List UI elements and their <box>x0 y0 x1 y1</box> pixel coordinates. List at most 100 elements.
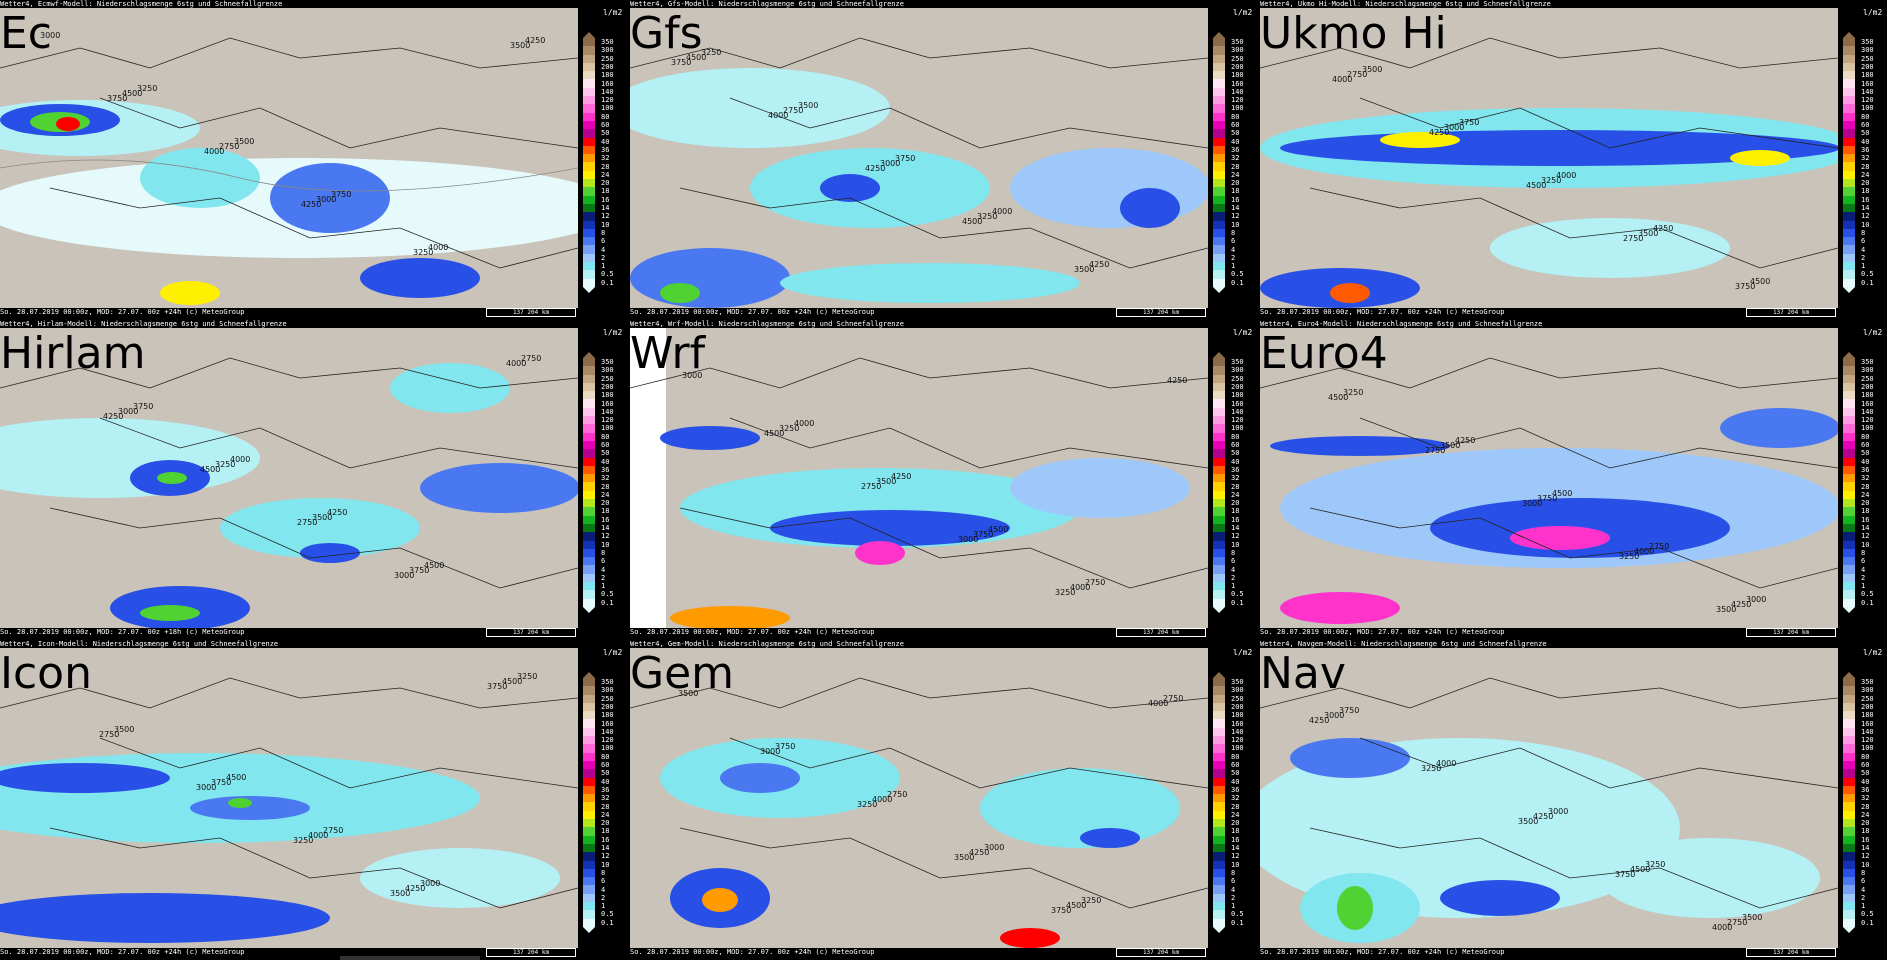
legend-label: 200 <box>601 382 614 391</box>
model-title: Wrf <box>630 328 706 379</box>
legend-swatch <box>1843 120 1855 130</box>
legend-label: 8 <box>1861 548 1866 557</box>
legend-swatch <box>583 711 595 720</box>
contour-label: 3000 <box>984 843 1004 852</box>
contour-label: 4250 <box>103 412 123 421</box>
legend-label: 160 <box>601 719 614 728</box>
legend-swatch <box>1213 507 1225 516</box>
legend-label: 28 <box>601 162 610 171</box>
legend-label: 6 <box>1861 877 1866 886</box>
legend-label: 100 <box>1231 424 1244 433</box>
map-graphic: 2750 3000 3250 3500 3750 4000 4250 4500 2750 3000… <box>630 648 1208 948</box>
contour-label: 3750 <box>409 566 429 575</box>
legend-swatch <box>1213 819 1225 828</box>
legend-label: 10 <box>1861 540 1870 549</box>
legend-label: 2 <box>1231 893 1236 902</box>
contour-label: 4500 <box>502 677 522 686</box>
legend-swatch <box>583 440 595 450</box>
legend-swatch <box>1213 843 1225 853</box>
contour-label: 4000 <box>1332 75 1352 84</box>
precip-map[interactable]: 3500 3750 4000 4250 4500 2750 3000 3250 3500 3750… <box>1260 8 1838 308</box>
precip-map[interactable]: 4250 4500 2750 3000 3250 3500 3750 4000 4250 4500… <box>1260 328 1838 628</box>
precip-map[interactable]: 4000 4250 4500 2750 3000 3250 3500 3750 4000 4250… <box>630 328 1208 628</box>
legend-label: 12 <box>1861 532 1870 541</box>
legend-swatch <box>1843 474 1855 483</box>
legend-swatch <box>1843 769 1855 778</box>
contour-label: 3750 <box>895 154 915 163</box>
legend-swatch <box>1843 203 1855 213</box>
legend-swatch <box>583 744 595 753</box>
contour-label: 4500 <box>1630 865 1650 874</box>
legend-label: 28 <box>1861 482 1870 491</box>
legend-unit: l/m2 <box>603 8 623 17</box>
map-graphic: 3250 3500 3750 4000 4250 4500 2750 3000 3250 3500… <box>630 8 1208 308</box>
precip-map[interactable]: 3250 3500 3750 4000 4250 4500 2750 3000 3250 3500… <box>630 8 1208 308</box>
legend-label: 6 <box>1231 877 1236 886</box>
legend-label: 4 <box>1231 565 1236 574</box>
legend-top-arrow <box>1213 32 1225 38</box>
precip-map[interactable]: 3000 3250 3500 3750 4000 4250 4500 2750 3000 3250… <box>1260 648 1838 948</box>
contour-label: 3500 <box>390 889 410 898</box>
legend-unit: l/m2 <box>603 328 623 337</box>
legend-swatch <box>1213 38 1225 47</box>
model-title: Ec <box>0 8 52 59</box>
legend-swatch <box>1843 582 1855 591</box>
legend-swatch <box>1843 374 1855 383</box>
contour-label: 3750 <box>487 682 507 691</box>
scale-bar: 137 204 km <box>1116 628 1206 637</box>
legend-swatch <box>1213 62 1225 72</box>
legend-label: 80 <box>1861 432 1870 441</box>
contour-label: 4250 <box>1533 812 1553 821</box>
legend-swatch <box>1843 860 1855 869</box>
contour-label: 4500 <box>1552 489 1572 498</box>
panel-footer: So. 28.07.2019 00:00z, MOD: 27.07. 00z +… <box>1260 308 1505 316</box>
contour-label: 4000 <box>1070 583 1090 592</box>
legend-label: 160 <box>1861 79 1874 88</box>
legend-swatch <box>1843 910 1855 919</box>
contour-label: 3750 <box>1537 494 1557 503</box>
legend-swatch <box>1213 852 1225 861</box>
legend-swatch <box>583 457 595 466</box>
contour-label: 2750 <box>297 518 317 527</box>
precip-map[interactable]: 3750 4000 4250 4500 2750 3000 3250 3500 3750 4000… <box>0 328 578 628</box>
legend-swatch <box>1843 736 1855 745</box>
legend-label: 16 <box>1231 195 1240 204</box>
contour-label: 2750 <box>219 142 239 151</box>
legend-swatch <box>583 237 595 246</box>
legend-label: 60 <box>1861 761 1870 769</box>
scrollbar[interactable] <box>340 956 480 960</box>
legend-swatch <box>1843 424 1855 433</box>
legend-label: 0.1 <box>601 598 614 607</box>
contour-label: 4250 <box>525 36 545 45</box>
legend-label: 20 <box>1231 819 1240 828</box>
legend-label: 24 <box>1231 810 1240 819</box>
legend-swatch <box>583 548 595 558</box>
legend-label: 10 <box>1231 540 1240 549</box>
legend-bar <box>1843 32 1859 293</box>
map-graphic: 3000 3250 3500 3750 4000 4250 4500 2750 3000 3250… <box>0 8 578 308</box>
precip-map[interactable]: 3000 3250 3500 3750 4000 4250 4500 2750 3000 3250… <box>0 8 578 308</box>
legend-label: 6 <box>1231 237 1236 246</box>
model-panel-gem: Wetter4, Gem-Modell: Niederschlagsmenge … <box>630 640 1258 960</box>
legend-swatch <box>1213 187 1225 196</box>
contour-label: 3500 <box>1074 265 1094 274</box>
contour-label: 2750 <box>323 826 343 835</box>
legend-swatch <box>1843 507 1855 516</box>
legend-label: 50 <box>1861 129 1870 138</box>
legend-swatch <box>583 902 595 911</box>
legend-label: 350 <box>1231 38 1244 46</box>
precip-map[interactable]: 2750 3000 3250 3500 3750 4000 4250 4500 2750 3000… <box>630 648 1208 948</box>
contour-label: 3750 <box>1735 282 1755 291</box>
panel-footer: So. 28.07.2019 00:00z, MOD: 27.07. 00z +… <box>0 948 245 956</box>
legend-swatch <box>583 777 595 786</box>
legend-swatch <box>1213 262 1225 271</box>
legend-swatch <box>1843 104 1855 113</box>
legend-label: 250 <box>1861 694 1874 703</box>
contour-label: 4000 <box>230 455 250 464</box>
precip-map[interactable]: 4500 2750 3000 3250 3500 3750 4000 4250 4500 2750… <box>0 648 578 948</box>
legend-swatch <box>1213 170 1225 180</box>
contour-label: 4000 <box>1712 923 1732 932</box>
legend-swatch <box>1213 253 1225 263</box>
legend-swatch <box>1213 744 1225 753</box>
legend-label: 100 <box>1231 744 1244 753</box>
